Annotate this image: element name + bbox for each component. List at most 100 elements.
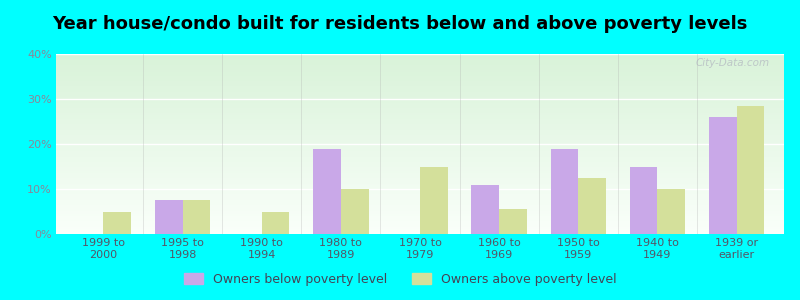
Bar (56, 103, 784, 104)
Bar (578, 178, 606, 234)
Bar (56, 146, 784, 148)
Bar (56, 166, 784, 167)
Bar (56, 205, 784, 207)
Bar (471, 184, 499, 234)
Bar (56, 169, 784, 171)
Bar (56, 112, 784, 113)
Bar (56, 142, 784, 144)
Bar (56, 209, 784, 211)
Bar (56, 135, 784, 137)
Bar (56, 180, 784, 182)
Bar (56, 162, 784, 164)
Bar (56, 184, 784, 185)
Bar (56, 126, 784, 128)
Bar (56, 167, 784, 169)
Bar (56, 85, 784, 86)
Bar (56, 171, 784, 173)
Bar (56, 151, 784, 153)
Bar (56, 218, 784, 220)
Text: Year house/condo built for residents below and above poverty levels: Year house/condo built for residents bel… (52, 15, 748, 33)
Bar (56, 68, 784, 70)
Bar (56, 148, 784, 149)
Bar (56, 117, 784, 119)
Bar (56, 202, 784, 203)
Bar (56, 131, 784, 133)
Bar (56, 122, 784, 124)
Bar (56, 121, 784, 122)
Bar (56, 211, 784, 212)
Bar (56, 104, 784, 106)
Bar (56, 70, 784, 72)
Bar (313, 148, 341, 234)
Bar (56, 56, 784, 58)
Bar (56, 76, 784, 77)
Bar (56, 95, 784, 97)
Bar (56, 160, 784, 162)
Bar (56, 59, 784, 61)
Bar (56, 175, 784, 176)
Bar (56, 220, 784, 221)
Bar (182, 200, 210, 234)
Bar (56, 189, 784, 191)
Bar (56, 164, 784, 166)
Bar (56, 182, 784, 184)
Bar (56, 191, 784, 193)
Bar (56, 61, 784, 63)
Bar (56, 216, 784, 218)
Bar (56, 176, 784, 178)
Bar (56, 86, 784, 88)
Bar (56, 193, 784, 194)
Bar (103, 212, 131, 234)
Bar (550, 148, 578, 234)
Bar (56, 65, 784, 67)
Bar (56, 115, 784, 117)
Text: City-Data.com: City-Data.com (695, 58, 770, 68)
Bar (56, 187, 784, 189)
Bar (56, 140, 784, 142)
Bar (56, 97, 784, 99)
Bar (56, 212, 784, 214)
Bar (56, 198, 784, 200)
Bar (56, 77, 784, 79)
Bar (56, 196, 784, 198)
Bar (56, 58, 784, 59)
Bar (56, 74, 784, 76)
Bar (155, 200, 182, 234)
Bar (56, 229, 784, 230)
Bar (56, 72, 784, 74)
Bar (630, 167, 658, 234)
Bar (737, 106, 764, 234)
Bar (56, 130, 784, 131)
Legend: Owners below poverty level, Owners above poverty level: Owners below poverty level, Owners above… (179, 268, 621, 291)
Bar (56, 230, 784, 232)
Bar (56, 88, 784, 90)
Bar (56, 99, 784, 101)
Bar (56, 119, 784, 121)
Bar (56, 108, 784, 110)
Bar (56, 223, 784, 225)
Bar (56, 110, 784, 112)
Bar (56, 113, 784, 115)
Bar (56, 207, 784, 209)
Bar (56, 137, 784, 139)
Bar (56, 232, 784, 234)
Bar (56, 124, 784, 126)
Bar (56, 106, 784, 108)
Bar (56, 200, 784, 202)
Bar (56, 185, 784, 187)
Bar (56, 128, 784, 130)
Bar (56, 139, 784, 140)
Bar (56, 178, 784, 180)
Bar (56, 81, 784, 83)
Bar (262, 212, 290, 234)
Bar (56, 67, 784, 68)
Bar (56, 144, 784, 146)
Bar (341, 189, 369, 234)
Bar (56, 83, 784, 85)
Bar (56, 92, 784, 94)
Bar (56, 221, 784, 223)
Bar (709, 117, 737, 234)
Bar (56, 133, 784, 135)
Bar (56, 194, 784, 196)
Bar (56, 214, 784, 216)
